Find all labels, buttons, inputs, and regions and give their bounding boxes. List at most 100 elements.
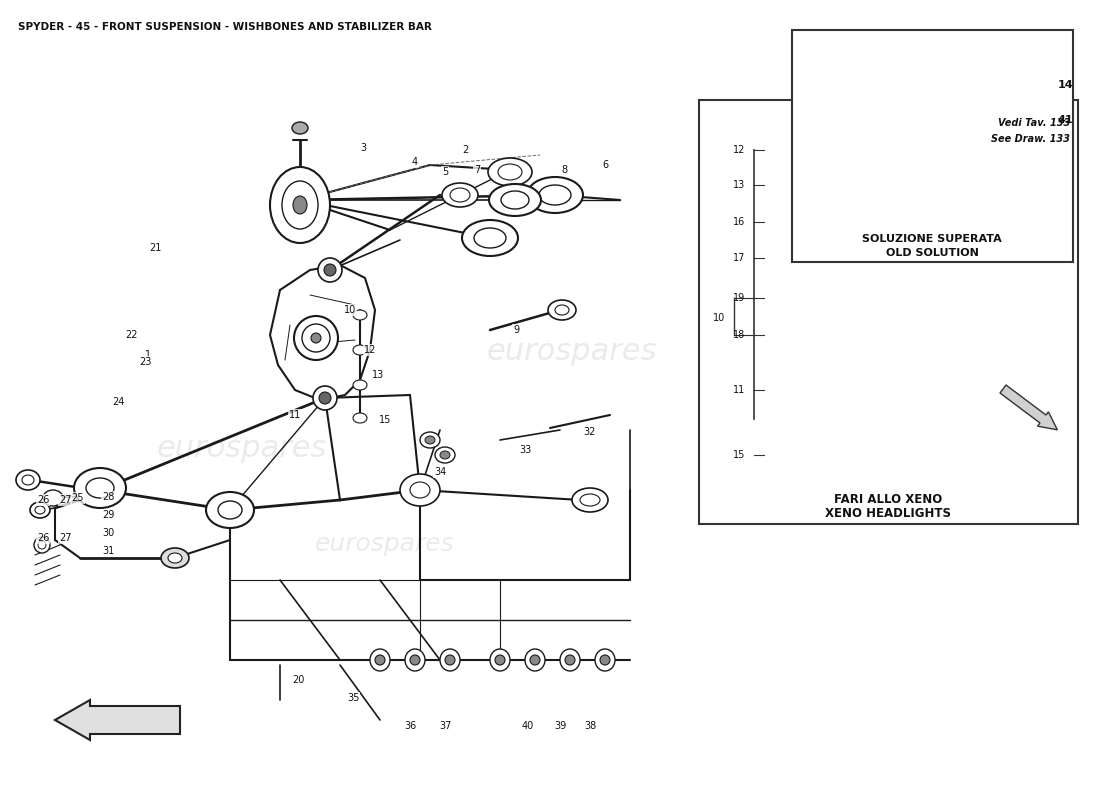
Ellipse shape — [446, 655, 455, 665]
Text: 8: 8 — [561, 165, 568, 175]
Text: 35: 35 — [346, 693, 360, 703]
Text: 32: 32 — [584, 427, 596, 437]
Ellipse shape — [500, 191, 529, 209]
Ellipse shape — [527, 177, 583, 213]
Ellipse shape — [218, 501, 242, 519]
Text: 30: 30 — [102, 528, 114, 538]
Text: eurospares: eurospares — [487, 338, 657, 366]
FancyArrow shape — [55, 700, 180, 740]
Ellipse shape — [311, 333, 321, 343]
Text: 41: 41 — [1057, 115, 1074, 126]
Ellipse shape — [400, 474, 440, 506]
Text: 13: 13 — [734, 180, 746, 190]
Ellipse shape — [302, 324, 330, 352]
Ellipse shape — [488, 158, 532, 186]
Ellipse shape — [565, 655, 575, 665]
Text: 37: 37 — [439, 721, 451, 731]
Ellipse shape — [324, 264, 336, 276]
Text: 7: 7 — [474, 165, 480, 175]
Text: 27: 27 — [58, 533, 72, 543]
Text: 19: 19 — [734, 293, 746, 303]
Ellipse shape — [862, 154, 874, 166]
Ellipse shape — [530, 655, 540, 665]
Text: 38: 38 — [584, 721, 596, 731]
Ellipse shape — [293, 196, 307, 214]
Ellipse shape — [74, 468, 126, 508]
Text: 23: 23 — [139, 357, 151, 367]
Ellipse shape — [292, 122, 308, 134]
Ellipse shape — [314, 386, 337, 410]
Ellipse shape — [410, 482, 430, 498]
Text: 4: 4 — [411, 157, 418, 167]
Ellipse shape — [525, 649, 544, 671]
Ellipse shape — [474, 228, 506, 248]
Text: 34: 34 — [433, 467, 447, 477]
Ellipse shape — [490, 184, 541, 216]
Text: 10: 10 — [713, 313, 726, 323]
Text: Vedi Tav. 133: Vedi Tav. 133 — [998, 118, 1070, 128]
Ellipse shape — [35, 506, 45, 514]
Text: 20: 20 — [292, 675, 305, 685]
Ellipse shape — [410, 655, 420, 665]
Ellipse shape — [161, 548, 189, 568]
Text: 5: 5 — [442, 167, 448, 177]
Text: 33: 33 — [519, 445, 531, 455]
Text: 9: 9 — [513, 325, 519, 335]
Text: SPYDER - 45 - FRONT SUSPENSION - WISHBONES AND STABILIZER BAR: SPYDER - 45 - FRONT SUSPENSION - WISHBON… — [18, 22, 432, 32]
Ellipse shape — [168, 553, 182, 563]
Text: 15: 15 — [378, 415, 392, 425]
Text: 10: 10 — [344, 305, 356, 315]
Text: 29: 29 — [102, 510, 114, 520]
Text: 15: 15 — [733, 450, 746, 460]
Text: 14: 14 — [1057, 80, 1074, 90]
Ellipse shape — [30, 502, 50, 518]
Ellipse shape — [43, 490, 63, 506]
Bar — [698, 100, 1078, 524]
Ellipse shape — [319, 392, 331, 404]
Ellipse shape — [560, 649, 580, 671]
Ellipse shape — [442, 183, 478, 207]
Ellipse shape — [425, 436, 435, 444]
Ellipse shape — [896, 59, 907, 71]
Text: OLD SOLUTION: OLD SOLUTION — [886, 248, 979, 258]
Ellipse shape — [353, 310, 367, 320]
Text: 26: 26 — [36, 495, 50, 505]
Text: 25: 25 — [72, 493, 85, 503]
Ellipse shape — [375, 655, 385, 665]
Ellipse shape — [318, 258, 342, 282]
Text: 17: 17 — [733, 253, 746, 263]
Ellipse shape — [86, 478, 114, 498]
Ellipse shape — [294, 316, 338, 360]
Text: 11: 11 — [734, 385, 746, 395]
Ellipse shape — [206, 492, 254, 528]
Text: 18: 18 — [734, 330, 746, 340]
Ellipse shape — [926, 158, 962, 182]
Text: See Draw. 133: See Draw. 133 — [991, 134, 1070, 144]
Text: 40: 40 — [521, 721, 535, 731]
Ellipse shape — [548, 300, 576, 320]
Text: 39: 39 — [554, 721, 566, 731]
Text: 13: 13 — [372, 370, 384, 380]
Ellipse shape — [539, 185, 571, 205]
Text: 2: 2 — [462, 145, 469, 155]
Text: 12: 12 — [364, 345, 376, 355]
Ellipse shape — [495, 655, 505, 665]
Ellipse shape — [911, 227, 943, 259]
Ellipse shape — [818, 363, 862, 391]
Ellipse shape — [556, 305, 569, 315]
Ellipse shape — [282, 181, 318, 229]
Ellipse shape — [370, 649, 390, 671]
Text: eurospares: eurospares — [756, 468, 894, 492]
Ellipse shape — [16, 470, 40, 490]
Text: eurospares: eurospares — [157, 434, 327, 462]
Text: 21: 21 — [148, 243, 162, 253]
Ellipse shape — [828, 370, 852, 384]
Text: 12: 12 — [733, 145, 746, 155]
Ellipse shape — [270, 167, 330, 243]
Ellipse shape — [434, 447, 455, 463]
Ellipse shape — [498, 164, 522, 180]
Text: XENO HEADLIGHTS: XENO HEADLIGHTS — [825, 507, 952, 520]
Ellipse shape — [405, 649, 425, 671]
Text: FARI ALLO XENO: FARI ALLO XENO — [834, 493, 943, 506]
Text: 24: 24 — [112, 397, 124, 407]
